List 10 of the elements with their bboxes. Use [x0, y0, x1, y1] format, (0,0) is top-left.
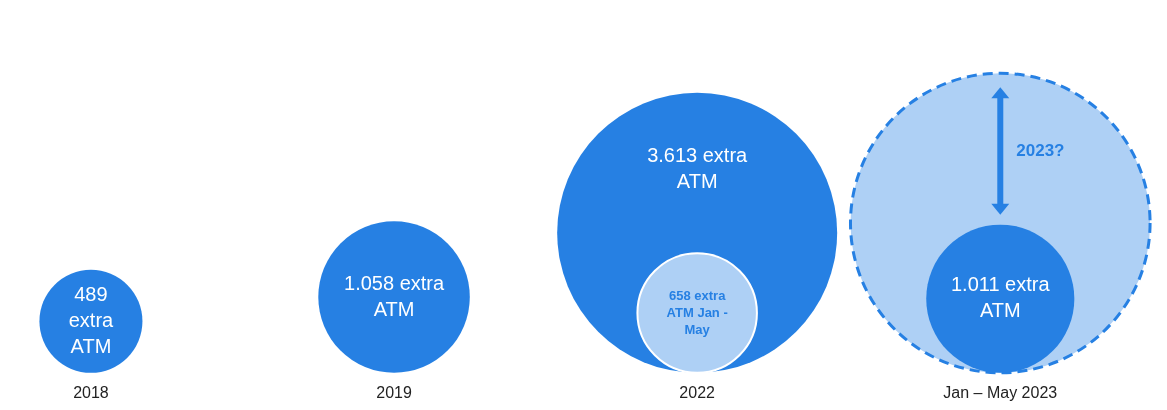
data-label: 1.058 extra ATM — [344, 271, 445, 320]
data-label: 489 extra ATM — [68, 282, 115, 357]
category-label: 2022 — [679, 383, 716, 401]
category-label: 2018 — [73, 383, 109, 401]
data-label: 3.613 extra ATM — [647, 144, 749, 193]
category-label: 2019 — [376, 383, 412, 401]
data-label: 658 extra ATM Jan - May — [666, 287, 728, 337]
text: 2023? — [1016, 140, 1065, 160]
data-label: 1.011 extra ATM — [950, 273, 1051, 322]
category-label: Jan – May 2023 — [943, 383, 1058, 401]
